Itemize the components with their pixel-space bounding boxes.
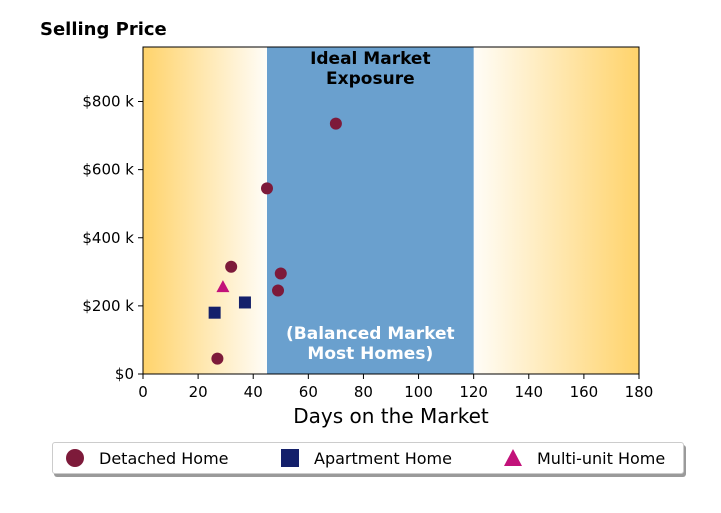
circle-data-point [225,260,238,273]
y-tick-label: $600 k [82,161,134,179]
y-tick-label: $400 k [82,229,134,247]
legend-label: Detached Home [99,448,229,468]
band-bottom-label: (Balanced Market Most Homes) [286,324,455,364]
x-tick-label: 20 [189,383,208,401]
square-marker-icon [281,449,299,467]
x-tick-label: 100 [404,383,433,401]
y-axis: $0 $200 k $400 k $600 k $800 k [82,93,143,383]
x-axis-label: Days on the Market [293,404,489,428]
x-tick-label: 120 [459,383,488,401]
chart-title: Selling Price [40,19,167,40]
triangle-marker-icon [504,449,522,466]
y-tick-label: $0 [115,365,134,383]
legend-item-detached: Detached Home [65,443,229,473]
x-tick-label: 0 [138,383,148,401]
y-tick-label: $200 k [82,297,134,315]
legend-item-multi-unit: Multi-unit Home [503,443,665,473]
x-tick-label: 80 [354,383,373,401]
circle-data-point [272,284,285,297]
data-points [208,117,342,365]
legend-label: Multi-unit Home [537,448,666,468]
left-gradient-zone [143,47,267,374]
plot-frame [142,46,640,375]
x-axis: 0 20 40 60 80 100 120 140 160 180 [138,374,653,401]
circle-marker-icon [66,449,84,467]
y-tick-label: $800 k [82,93,134,111]
x-tick-label: 180 [625,383,654,401]
x-tick-label: 140 [514,383,543,401]
square-data-point [208,306,221,319]
right-gradient-zone [473,47,639,374]
x-tick-label: 40 [244,383,263,401]
scatter-chart: Ideal Market Exposure (Balanced Market Mos… [40,19,653,428]
triangle-data-point [216,280,230,293]
legend-label: Apartment Home [314,448,452,468]
x-tick-label: 160 [570,383,599,401]
circle-data-point [261,182,273,195]
band-top-label: Ideal Market Exposure [310,49,431,89]
square-data-point [238,296,251,309]
legend-item-apartment: Apartment Home [280,443,452,473]
x-tick-label: 60 [299,383,318,401]
circle-data-point [274,267,287,280]
circle-data-point [211,352,224,365]
legend: Detached Home Apartment Home Multi-unit … [52,442,684,474]
ideal-exposure-band [267,47,474,374]
circle-data-point [329,117,342,130]
